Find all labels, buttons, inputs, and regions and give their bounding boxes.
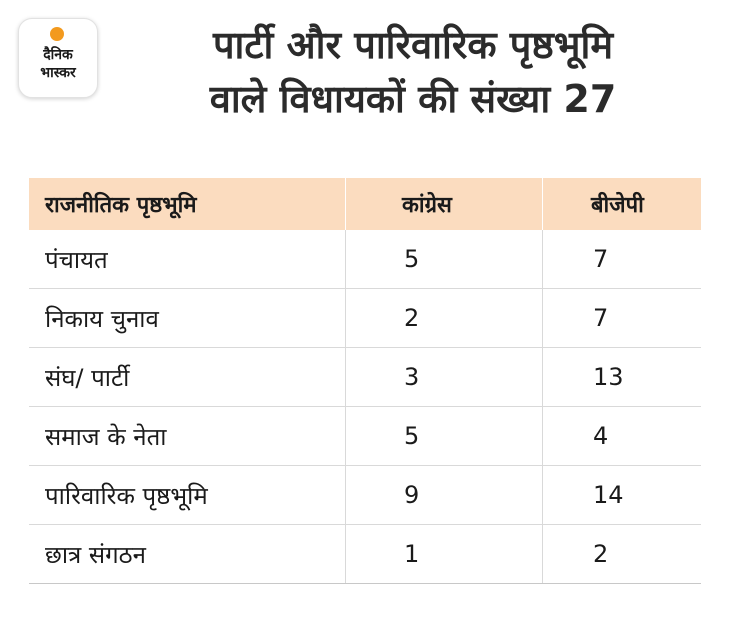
row-label: पंचायत xyxy=(29,230,346,288)
header-bjp: बीजेपी xyxy=(591,193,644,218)
row-label: छात्र संगठन xyxy=(29,525,346,583)
bjp-count: 2 xyxy=(593,540,609,568)
dainik-bhaskar-logo: दैनिक भास्कर xyxy=(18,18,98,98)
congress-count: 3 xyxy=(346,348,543,406)
title-line2: वाले विधायकों की संख्या 27 xyxy=(209,77,617,121)
row-label: समाज के नेता xyxy=(29,407,346,465)
sun-icon xyxy=(50,27,64,41)
page-title: पार्टी और पारिवारिक पृष्ठभूमि वाले विधाय… xyxy=(108,18,718,126)
congress-count: 5 xyxy=(346,407,543,465)
row-label: निकाय चुनाव xyxy=(29,289,346,347)
bjp-count: 4 xyxy=(593,422,609,450)
logo-text-line1: दैनिक xyxy=(43,47,73,63)
congress-count: 2 xyxy=(346,289,543,347)
table-row: निकाय चुनाव 2 7 xyxy=(29,289,701,348)
row-label: संघ/ पार्टी xyxy=(29,348,346,406)
header-political-background: राजनीतिक पृष्ठभूमि xyxy=(29,178,346,230)
table-row: पंचायत 5 7 xyxy=(29,230,701,289)
data-table: राजनीतिक पृष्ठभूमि कांग्रेस बीजेपी पंचाय… xyxy=(29,178,701,584)
logo-text-line2: भास्कर xyxy=(40,65,76,81)
title-line1: पार्टी और पारिवारिक पृष्ठभूमि xyxy=(212,23,614,67)
table-row: समाज के नेता 5 4 xyxy=(29,407,701,466)
row-label: पारिवारिक पृष्ठभूमि xyxy=(29,466,346,524)
header-congress: कांग्रेस xyxy=(346,178,543,230)
congress-count: 1 xyxy=(346,525,543,583)
congress-count: 5 xyxy=(346,230,543,288)
bjp-count: 14 xyxy=(593,481,624,509)
bjp-count: 7 xyxy=(593,245,609,273)
table-row: छात्र संगठन 1 2 xyxy=(29,525,701,584)
bjp-count: 13 xyxy=(593,363,624,391)
congress-count: 9 xyxy=(346,466,543,524)
table-row: संघ/ पार्टी 3 13 xyxy=(29,348,701,407)
table-row: पारिवारिक पृष्ठभूमि 9 14 xyxy=(29,466,701,525)
bjp-count: 7 xyxy=(593,304,609,332)
table-header-row: राजनीतिक पृष्ठभूमि कांग्रेस बीजेपी xyxy=(29,178,701,230)
